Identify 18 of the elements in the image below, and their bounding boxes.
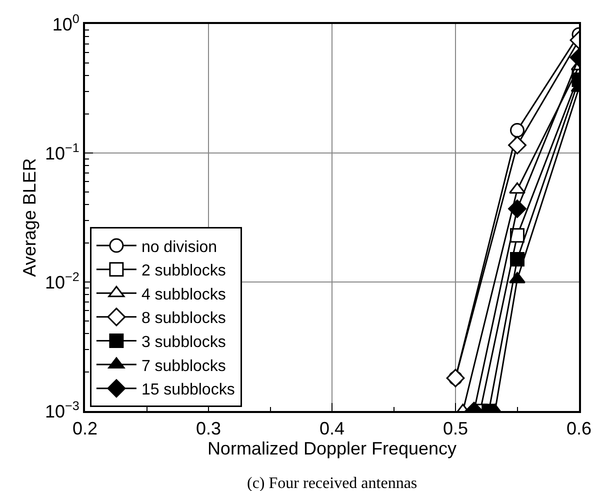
y-tick-label: 10$^{−3}$ <box>45 398 80 422</box>
x-tick-label: 0.4 <box>319 418 345 439</box>
legend-label: 15 subblocks <box>141 382 235 399</box>
y-axis-title: Average BLER <box>20 158 40 277</box>
legend-label: 3 subblocks <box>141 334 226 351</box>
y-tick-label: 10$^{−2}$ <box>45 270 80 292</box>
y-tick-label: 10$^{0}$ <box>52 12 80 34</box>
x-tick-label: 0.6 <box>566 418 592 439</box>
legend-label: 7 subblocks <box>141 358 226 375</box>
x-tick-label: 0.3 <box>196 418 222 439</box>
legend-label: 8 subblocks <box>141 310 226 328</box>
legend-label: 4 subblocks <box>141 286 226 304</box>
legend-label: no division <box>141 238 218 256</box>
y-tick-label: 10$^{−1}$ <box>45 140 80 164</box>
legend-label: 2 subblocks <box>141 262 226 280</box>
x-tick-label: 0.2 <box>72 418 98 439</box>
x-tick-label: 0.5 <box>442 418 468 439</box>
x-axis-title: Normalized Doppler Frequency <box>207 438 457 459</box>
